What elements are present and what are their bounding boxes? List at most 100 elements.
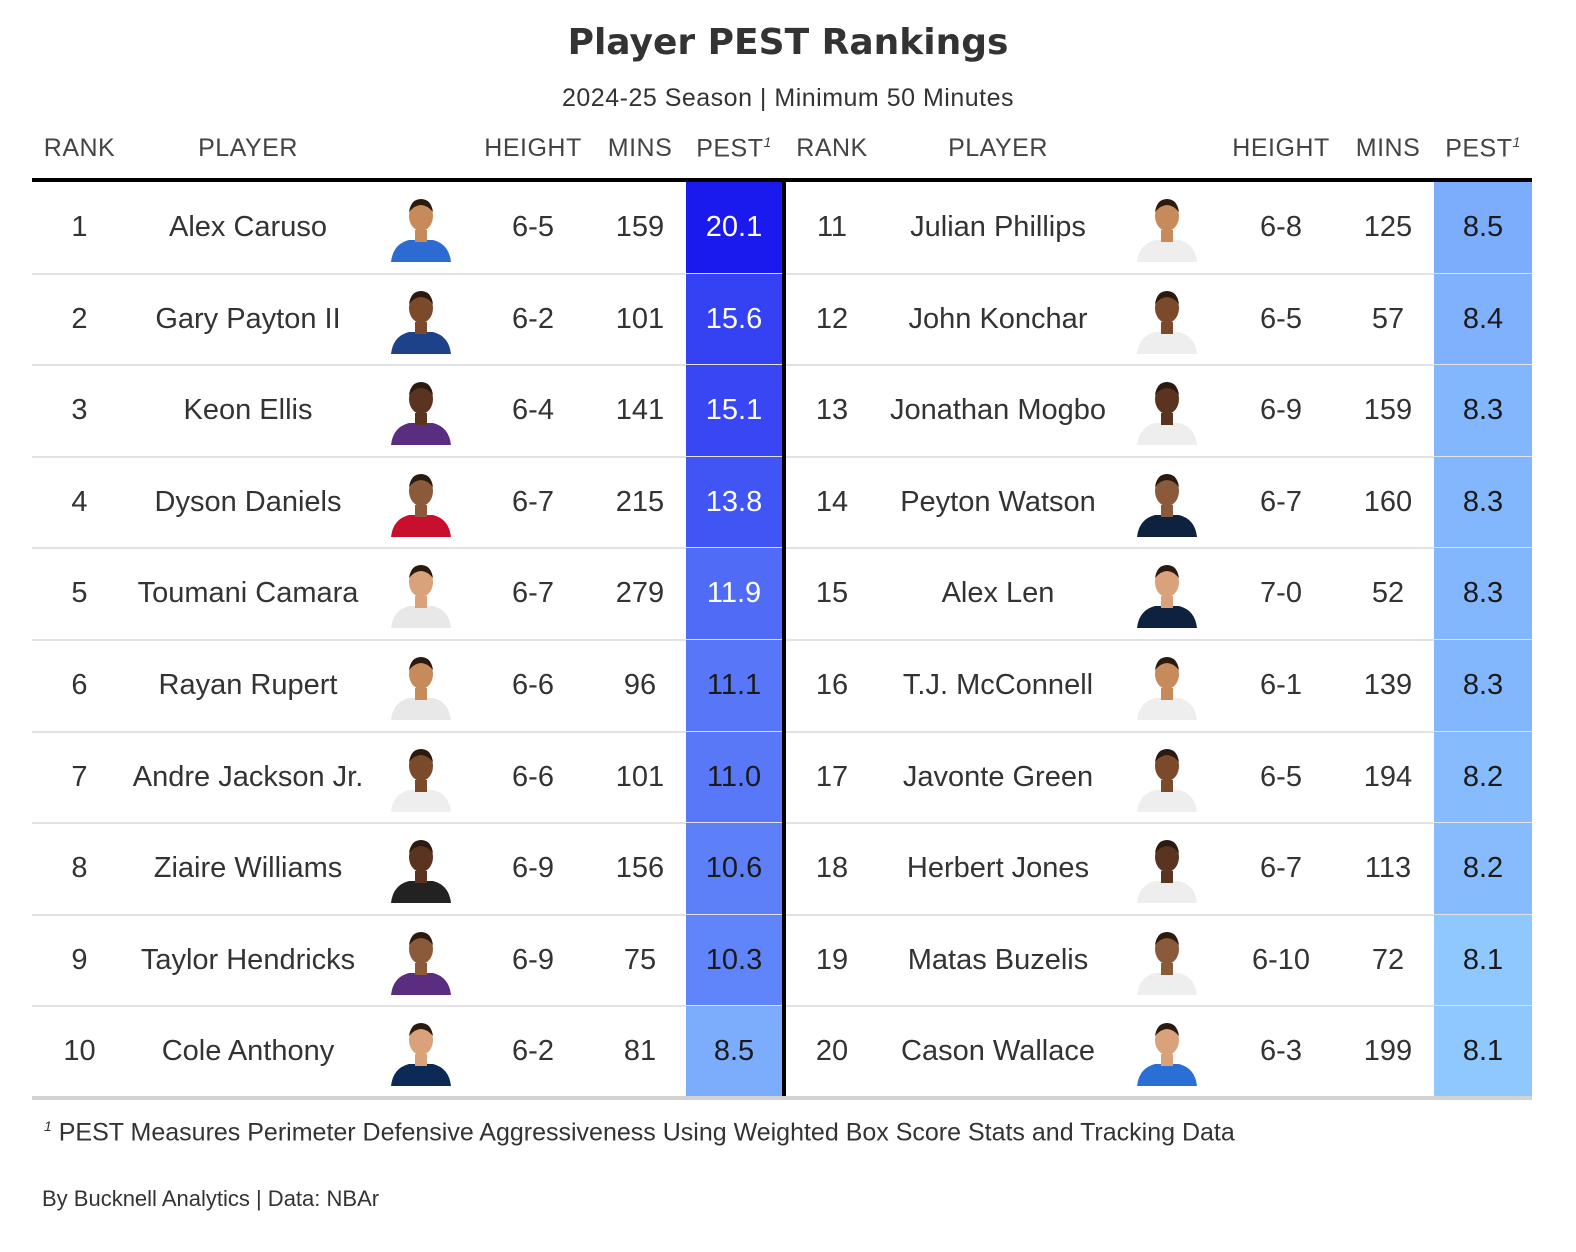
mins-cell: 215 xyxy=(615,485,665,518)
pest-value-cell: 8.5 xyxy=(686,1006,782,1098)
hair-shape xyxy=(409,748,433,762)
table-row: 1 Alex Caruso 6-5 159 20.1 xyxy=(0,182,1576,273)
jersey-shape xyxy=(1137,514,1197,537)
jersey-shape xyxy=(391,972,451,995)
mins-cell: 159 xyxy=(1363,394,1413,427)
player-name: Matas Buzelis xyxy=(907,943,1089,976)
header-pest-label: PEST xyxy=(1445,134,1513,163)
rank-cell: 8 xyxy=(71,852,88,885)
mins-cell: 101 xyxy=(615,302,665,335)
footnote-text: PEST Measures Perimeter Defensive Aggres… xyxy=(58,1118,1235,1147)
mins-cell: 113 xyxy=(1364,852,1412,885)
neck-shape xyxy=(1161,230,1173,242)
hair-shape xyxy=(409,1023,433,1037)
pest-value-cell: 10.3 xyxy=(686,914,782,1006)
rank-cell: 1 xyxy=(71,211,88,243)
head-shape xyxy=(409,475,433,506)
pest-value-cell: 8.2 xyxy=(1434,823,1532,915)
avatar xyxy=(1137,931,1197,995)
rank-cell: 14 xyxy=(815,485,849,518)
mins-cell: 125 xyxy=(1363,211,1413,243)
mins-cell: 156 xyxy=(615,852,665,885)
rank-cell: 12 xyxy=(815,302,849,335)
row-separator xyxy=(786,913,1532,916)
neck-shape xyxy=(415,504,427,517)
height-cell: 6-9 xyxy=(1260,394,1302,427)
player-headshot xyxy=(387,194,455,262)
neck-shape xyxy=(415,230,427,242)
head-shape xyxy=(1155,384,1179,415)
neck-shape xyxy=(1161,871,1173,884)
rank-cell: 13 xyxy=(815,394,849,427)
hair-shape xyxy=(1155,565,1179,579)
height-cell: 6-7 xyxy=(512,577,554,610)
player-name: Dyson Daniels xyxy=(154,485,342,518)
height-cell: 6-5 xyxy=(1260,302,1302,335)
rank-cell: 15 xyxy=(815,577,849,610)
mins-cell: 141 xyxy=(615,394,665,427)
player-headshot xyxy=(387,377,455,446)
row-separator xyxy=(32,730,782,733)
height-cell: 6-9 xyxy=(512,852,554,885)
table-row: 3 Keon Ellis 6-4 141 15.1 xyxy=(0,365,1576,457)
player-name: Rayan Rupert xyxy=(158,669,338,701)
height-cell: 6-7 xyxy=(512,485,554,518)
header-pest-footnote-marker: 1 xyxy=(1512,134,1521,150)
height-cell: 6-2 xyxy=(512,1035,554,1068)
table-row: 7 Andre Jackson Jr. 6-6 101 11.0 xyxy=(0,731,1576,823)
head-shape xyxy=(409,842,433,873)
rank-cell: 4 xyxy=(71,485,88,518)
head-shape xyxy=(1155,659,1179,689)
player-headshot xyxy=(387,560,455,629)
mins-cell: 81 xyxy=(623,1035,657,1068)
table-row: 5 Toumani Camara 6-7 279 11.9 xyxy=(0,548,1576,640)
hair-shape xyxy=(1155,290,1179,304)
row-separator xyxy=(32,822,782,825)
avatar xyxy=(1137,840,1197,904)
height-cell: 6-5 xyxy=(512,211,554,243)
player-name: Peyton Watson xyxy=(900,485,1096,518)
head-shape xyxy=(409,659,433,689)
player-headshot xyxy=(1133,1018,1201,1087)
neck-shape xyxy=(415,779,427,792)
mins-cell: 57 xyxy=(1371,302,1405,335)
pest-value-cell: 13.8 xyxy=(686,456,782,548)
player-headshot xyxy=(1133,652,1201,720)
jersey-shape xyxy=(1137,606,1197,629)
table-row: 2 Gary Payton II 6-2 101 15.6 xyxy=(0,273,1576,365)
mins-cell: 96 xyxy=(623,669,657,701)
neck-shape xyxy=(1161,596,1173,609)
neck-shape xyxy=(1161,688,1173,700)
jersey-shape xyxy=(1137,423,1197,446)
pest-value-cell: 8.1 xyxy=(1434,1006,1532,1098)
avatar xyxy=(391,382,451,446)
neck-shape xyxy=(415,1054,427,1067)
row-separator xyxy=(32,639,782,641)
rank-cell: 3 xyxy=(71,394,88,427)
table-row: 16 T.J. McConnell 6-1 139 8.3 xyxy=(0,640,1576,731)
row-separator xyxy=(32,272,782,275)
header-rank-right: RANK xyxy=(796,134,868,162)
row-separator xyxy=(32,364,782,367)
header-mins-left: MINS xyxy=(607,134,673,162)
jersey-shape xyxy=(391,423,451,446)
mins-cell: 159 xyxy=(615,211,665,243)
neck-shape xyxy=(415,596,427,609)
avatar xyxy=(391,840,451,904)
pest-value-cell: 8.3 xyxy=(1434,548,1532,640)
player-headshot xyxy=(1133,377,1201,446)
height-cell: 6-6 xyxy=(512,760,554,793)
neck-shape xyxy=(1161,321,1173,334)
head-shape xyxy=(409,933,433,964)
jersey-shape xyxy=(1137,698,1197,720)
table-row: 4 Dyson Daniels 6-7 215 13.8 xyxy=(0,456,1576,548)
avatar xyxy=(391,748,451,812)
head-shape xyxy=(409,567,433,598)
header-mins-right: MINS xyxy=(1355,134,1421,162)
pest-value-cell: 15.6 xyxy=(686,273,782,365)
height-cell: 6-4 xyxy=(512,394,554,427)
mins-cell: 72 xyxy=(1371,943,1405,976)
player-headshot xyxy=(387,744,455,812)
footnote-marker: 1 xyxy=(44,1118,52,1134)
height-cell: 6-7 xyxy=(1260,485,1302,518)
